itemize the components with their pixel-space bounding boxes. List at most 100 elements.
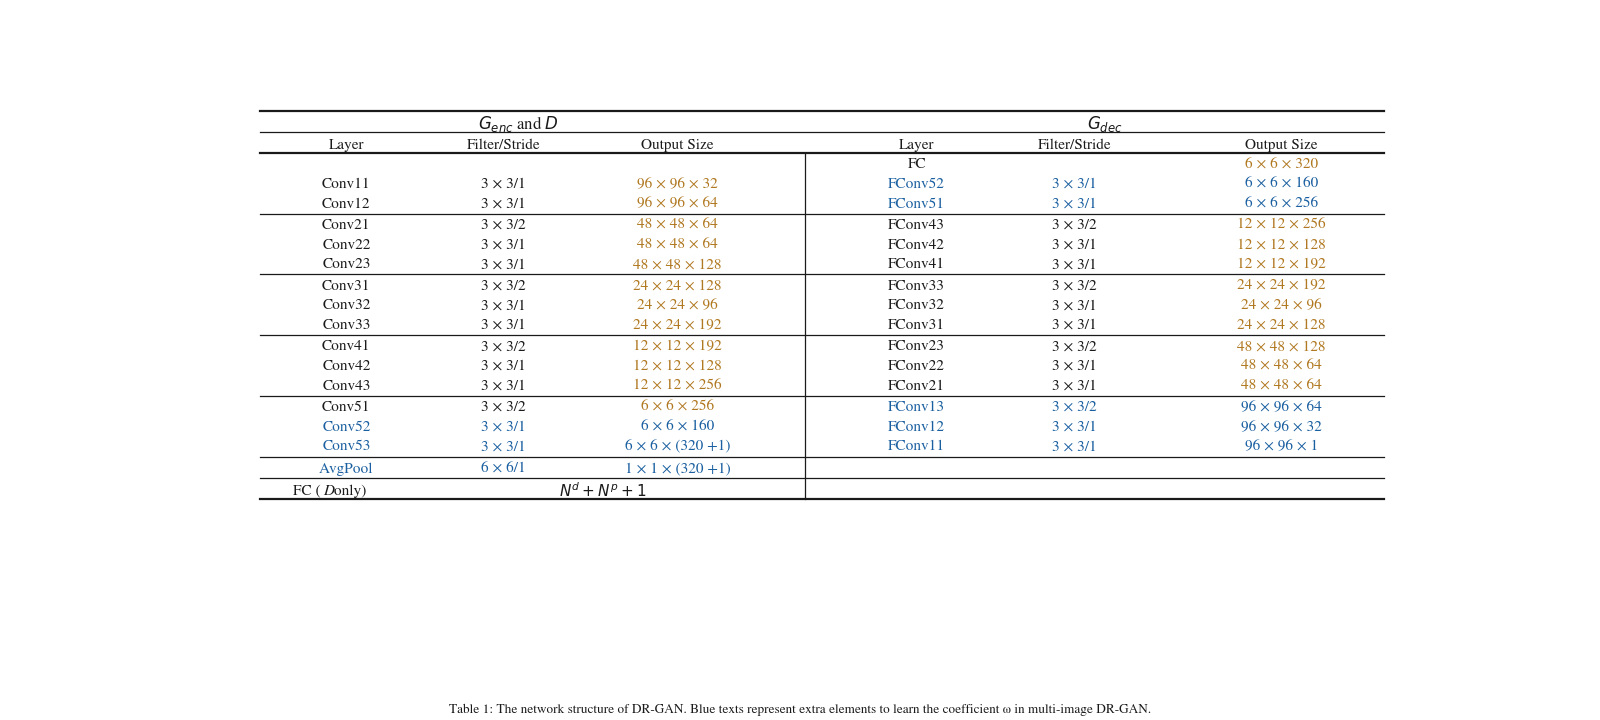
Text: Conv22: Conv22 <box>322 238 371 252</box>
Text: 3 × 3/2: 3 × 3/2 <box>1051 401 1096 414</box>
Text: FConv51: FConv51 <box>888 197 946 211</box>
Text: FConv23: FConv23 <box>888 340 946 354</box>
Text: 6 × 6 × (320 +1): 6 × 6 × (320 +1) <box>624 440 730 454</box>
Text: 3 × 3/1: 3 × 3/1 <box>1051 238 1096 252</box>
Text: 1 × 1 × (320 +1): 1 × 1 × (320 +1) <box>624 462 730 476</box>
Text: Table 1: The network structure of DR-GAN. Blue texts represent extra elements to: Table 1: The network structure of DR-GAN… <box>450 704 1150 716</box>
Text: Output Size: Output Size <box>1245 139 1317 153</box>
Text: only): only) <box>330 485 366 498</box>
Text: AvgPool: AvgPool <box>318 462 373 476</box>
Text: Conv12: Conv12 <box>322 197 371 211</box>
Text: FConv22: FConv22 <box>888 360 946 373</box>
Text: FConv41: FConv41 <box>888 258 946 271</box>
Text: 24 × 24 × 128: 24 × 24 × 128 <box>1237 319 1325 332</box>
Text: FConv12: FConv12 <box>888 420 946 433</box>
Text: FConv13: FConv13 <box>888 401 946 414</box>
Text: 3 × 3/2: 3 × 3/2 <box>1051 219 1096 232</box>
Text: 3 × 3/2: 3 × 3/2 <box>482 401 526 414</box>
Text: 3 × 3/1: 3 × 3/1 <box>482 319 526 332</box>
Text: 96 × 96 × 64: 96 × 96 × 64 <box>1242 401 1322 414</box>
Text: 6 × 6 × 160: 6 × 6 × 160 <box>640 420 714 433</box>
Text: FConv11: FConv11 <box>888 440 946 454</box>
Text: Output Size: Output Size <box>642 139 714 153</box>
Text: 48 × 48 × 64: 48 × 48 × 64 <box>1242 360 1322 373</box>
Text: 3 × 3/1: 3 × 3/1 <box>482 258 526 271</box>
Text: 3 × 3/1: 3 × 3/1 <box>1051 299 1096 312</box>
Text: $N^d + N^p + 1$: $N^d + N^p + 1$ <box>560 482 646 500</box>
Text: Conv43: Conv43 <box>322 379 371 392</box>
Text: 24 × 24 × 192: 24 × 24 × 192 <box>634 319 722 332</box>
Text: 3 × 3/1: 3 × 3/1 <box>1051 197 1096 211</box>
Text: 24 × 24 × 96: 24 × 24 × 96 <box>637 299 718 312</box>
Text: 24 × 24 × 128: 24 × 24 × 128 <box>634 279 722 293</box>
Text: $G_{dec}$: $G_{dec}$ <box>1088 114 1123 134</box>
Text: 3 × 3/1: 3 × 3/1 <box>1051 440 1096 454</box>
Text: 24 × 24 × 192: 24 × 24 × 192 <box>1237 279 1325 293</box>
Text: 3 × 3/1: 3 × 3/1 <box>482 178 526 191</box>
Text: FConv52: FConv52 <box>888 178 946 191</box>
Text: 96 × 96 × 32: 96 × 96 × 32 <box>637 178 718 191</box>
Text: Filter/Stride: Filter/Stride <box>1037 139 1110 153</box>
Text: 3 × 3/2: 3 × 3/2 <box>482 279 526 293</box>
Text: Conv21: Conv21 <box>322 219 371 232</box>
Text: 48 × 48 × 128: 48 × 48 × 128 <box>634 258 722 271</box>
Text: Layer: Layer <box>328 139 365 153</box>
Text: FC (: FC ( <box>293 485 320 498</box>
Text: 24 × 24 × 96: 24 × 24 × 96 <box>1242 299 1322 312</box>
Text: 3 × 3/2: 3 × 3/2 <box>482 340 526 354</box>
Text: 6 × 6 × 256: 6 × 6 × 256 <box>1245 197 1318 211</box>
Text: Conv53: Conv53 <box>322 440 371 454</box>
Text: 96 × 96 × 32: 96 × 96 × 32 <box>1242 420 1322 433</box>
Text: Conv11: Conv11 <box>322 178 371 191</box>
Text: Layer: Layer <box>899 139 934 153</box>
Text: Conv52: Conv52 <box>322 420 371 433</box>
Text: 3 × 3/2: 3 × 3/2 <box>1051 340 1096 354</box>
Text: Conv42: Conv42 <box>322 360 371 373</box>
Text: FConv21: FConv21 <box>888 379 946 392</box>
Text: Filter/Stride: Filter/Stride <box>467 139 541 153</box>
Text: FConv42: FConv42 <box>888 238 946 252</box>
Text: 3 × 3/1: 3 × 3/1 <box>482 299 526 312</box>
Text: 12 × 12 × 192: 12 × 12 × 192 <box>634 340 722 354</box>
Text: 3 × 3/1: 3 × 3/1 <box>482 238 526 252</box>
Text: 3 × 3/1: 3 × 3/1 <box>482 379 526 392</box>
Text: 96 × 96 × 64: 96 × 96 × 64 <box>637 197 718 211</box>
Text: 12 × 12 × 256: 12 × 12 × 256 <box>1237 219 1325 232</box>
Text: 6 × 6/1: 6 × 6/1 <box>482 462 526 476</box>
Text: 48 × 48 × 64: 48 × 48 × 64 <box>1242 379 1322 392</box>
Text: 3 × 3/2: 3 × 3/2 <box>1051 279 1096 293</box>
Text: 3 × 3/1: 3 × 3/1 <box>482 197 526 211</box>
Text: 12 × 12 × 128: 12 × 12 × 128 <box>634 360 722 373</box>
Text: D: D <box>323 484 334 498</box>
Text: $G_{enc}$ and $D$: $G_{enc}$ and $D$ <box>478 114 558 134</box>
Text: 3 × 3/1: 3 × 3/1 <box>1051 420 1096 433</box>
Text: 48 × 48 × 64: 48 × 48 × 64 <box>637 219 718 232</box>
Text: 48 × 48 × 64: 48 × 48 × 64 <box>637 238 718 252</box>
Text: 48 × 48 × 128: 48 × 48 × 128 <box>1237 340 1325 354</box>
Text: FC: FC <box>907 158 926 171</box>
Text: Conv32: Conv32 <box>322 299 371 312</box>
Text: 12 × 12 × 192: 12 × 12 × 192 <box>1237 258 1326 271</box>
Text: Conv23: Conv23 <box>322 258 371 271</box>
Text: 3 × 3/1: 3 × 3/1 <box>1051 379 1096 392</box>
Text: FConv32: FConv32 <box>888 299 946 312</box>
Text: 3 × 3/1: 3 × 3/1 <box>1051 319 1096 332</box>
Text: 6 × 6 × 256: 6 × 6 × 256 <box>642 401 714 414</box>
Text: Conv51: Conv51 <box>322 401 371 414</box>
Text: 6 × 6 × 160: 6 × 6 × 160 <box>1245 178 1318 191</box>
Text: FConv33: FConv33 <box>888 279 946 293</box>
Text: 3 × 3/2: 3 × 3/2 <box>482 219 526 232</box>
Text: 3 × 3/1: 3 × 3/1 <box>1051 178 1096 191</box>
Text: FConv31: FConv31 <box>888 319 946 332</box>
Text: 96 × 96 × 1: 96 × 96 × 1 <box>1245 440 1318 454</box>
Text: 3 × 3/1: 3 × 3/1 <box>1051 258 1096 271</box>
Text: Conv33: Conv33 <box>322 319 371 332</box>
Text: 6 × 6 × 320: 6 × 6 × 320 <box>1245 158 1318 171</box>
Text: Conv41: Conv41 <box>322 340 371 354</box>
Text: 3 × 3/1: 3 × 3/1 <box>482 420 526 433</box>
Text: 3 × 3/1: 3 × 3/1 <box>482 360 526 373</box>
Text: FConv43: FConv43 <box>888 219 946 232</box>
Text: Conv31: Conv31 <box>322 279 371 293</box>
Text: 3 × 3/1: 3 × 3/1 <box>482 440 526 454</box>
Text: 12 × 12 × 256: 12 × 12 × 256 <box>634 379 722 392</box>
